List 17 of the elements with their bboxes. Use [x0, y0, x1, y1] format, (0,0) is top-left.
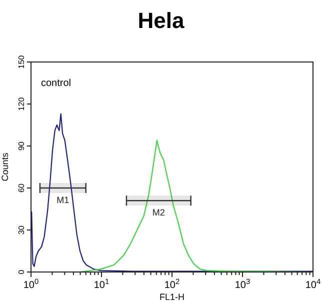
x-axis-title: FL1-H [159, 292, 185, 302]
y-tick-label: 120 [17, 96, 26, 111]
y-tick-label: 90 [17, 141, 26, 150]
chart-title: Hela [138, 8, 185, 33]
x-tick-label: 10$^{4}$ [305, 276, 321, 291]
x-tick-label: 10$^{2}$ [164, 276, 180, 291]
y-tick-label: 60 [17, 183, 26, 192]
y-tick-label: 30 [17, 225, 26, 234]
band-label: M2 [152, 208, 165, 218]
y-axis-title: Counts [0, 152, 10, 182]
y-tick-label: 150 [17, 54, 26, 69]
y-tick-label: 0 [17, 269, 26, 274]
annotation: control [41, 78, 72, 89]
band-label: M1 [56, 195, 70, 205]
x-tick-label: 10$^{0}$ [23, 276, 39, 291]
x-tick-label: 10$^{3}$ [234, 276, 250, 291]
x-tick-label: 10$^{1}$ [94, 276, 110, 291]
